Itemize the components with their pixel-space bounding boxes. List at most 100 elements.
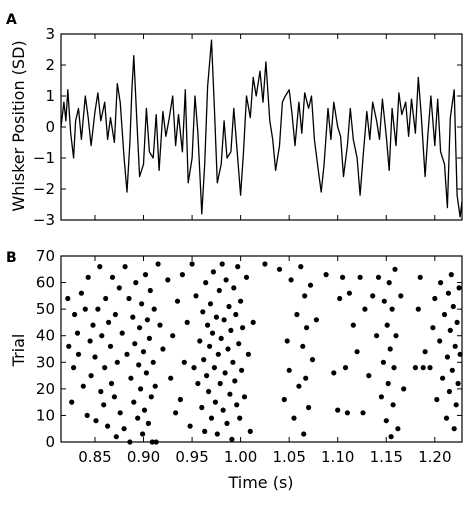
spike-point (296, 383, 302, 389)
panel-a-axes-frame (60, 33, 463, 221)
spike-point (204, 373, 210, 379)
spike-point (113, 434, 119, 440)
panel-b-x-ticks: 0.85 0.90 0.95 1.00 1.05 1.10 1.15 1.20 (78, 256, 452, 466)
spike-point (381, 298, 387, 304)
spike-point (306, 404, 312, 411)
spike-point (82, 306, 88, 312)
spike-point (385, 380, 391, 387)
spike-point (130, 314, 136, 320)
panel-b-x-tick-label: 0.95 (175, 448, 208, 466)
panel-b-x-tick-label: 0.85 (78, 448, 111, 466)
spike-point (72, 311, 78, 318)
spike-point (102, 365, 108, 371)
spike-point (173, 410, 179, 416)
spike-point (276, 266, 283, 272)
spike-point (323, 272, 329, 278)
spike-point (114, 359, 120, 365)
spike-point (145, 420, 151, 426)
panel-b-letter: B (6, 250, 17, 266)
spike-point (392, 266, 398, 272)
spike-point (455, 380, 461, 387)
spike-point (119, 330, 125, 336)
spike-point (366, 373, 372, 379)
spike-point (211, 365, 217, 371)
spike-point (144, 317, 150, 323)
spike-point (116, 285, 122, 291)
spike-point (212, 399, 218, 405)
spike-point (228, 327, 234, 333)
spike-point (209, 330, 216, 336)
spike-point (203, 280, 209, 286)
spike-point (412, 365, 418, 371)
panel-a-letter: A (6, 12, 17, 28)
panel-b-y-axis-label: Trial (9, 334, 28, 368)
spike-point (206, 388, 212, 395)
spike-point (446, 388, 452, 395)
spike-point (191, 365, 197, 371)
spike-point (87, 338, 93, 344)
spike-point (88, 373, 94, 379)
spike-point (346, 290, 352, 296)
spike-point (235, 264, 241, 270)
spike-point (225, 346, 231, 352)
spike-point (218, 335, 224, 341)
panel-a-y-tick-label: −1 (33, 149, 55, 167)
panel-a-whisker-position: A Whisker Position (SD) −3 −2 −1 0 1 2 3 (6, 12, 463, 229)
spike-point (103, 295, 109, 302)
spike-point (238, 298, 244, 304)
spike-point (128, 375, 134, 381)
spike-point (150, 359, 156, 365)
spike-point (357, 274, 363, 280)
spike-point (75, 351, 82, 357)
spike-point (422, 349, 428, 355)
spike-point (157, 322, 163, 328)
spike-point (133, 280, 139, 286)
spike-point (432, 295, 438, 302)
spike-point (337, 295, 343, 302)
spike-point (223, 277, 229, 283)
spike-point (391, 365, 397, 371)
spike-point (177, 396, 183, 403)
spike-point (447, 327, 453, 333)
spike-point (139, 301, 145, 307)
panel-a-x-ticks (94, 34, 436, 220)
spike-point (108, 380, 115, 387)
panel-a-y-tick-label: −2 (33, 180, 55, 198)
spike-point (221, 317, 227, 323)
spike-point (294, 311, 300, 318)
spike-point (136, 362, 142, 368)
spike-point (237, 415, 243, 421)
spike-point (380, 359, 386, 365)
spike-point (232, 378, 238, 384)
spike-point (78, 290, 84, 296)
panel-b-y-tick-label: 0 (45, 433, 55, 451)
spike-point (226, 303, 232, 310)
spike-point (174, 298, 181, 304)
spike-point (378, 394, 384, 400)
panel-b-y-ticks: 0 10 20 30 40 50 60 70 (36, 247, 462, 451)
spike-point (208, 415, 215, 421)
spike-point (231, 285, 237, 291)
spike-point (220, 407, 226, 413)
spike-point (241, 394, 248, 400)
spike-point (66, 343, 72, 349)
spike-point (148, 394, 154, 400)
spike-point (197, 338, 203, 344)
spike-point (430, 325, 436, 331)
spike-point (222, 370, 228, 376)
spike-point (95, 306, 101, 312)
spike-point (227, 391, 233, 397)
spike-point (448, 272, 454, 278)
spike-point (132, 341, 138, 347)
panel-b-axes-frame (60, 255, 463, 443)
spike-point (374, 333, 380, 339)
spike-point (434, 396, 440, 403)
panel-b-x-axis-label: Time (s) (227, 473, 293, 492)
spike-point (415, 306, 421, 312)
spike-point (97, 264, 103, 270)
spike-point (370, 293, 376, 299)
spike-point (443, 415, 450, 421)
spike-point (152, 383, 158, 389)
spike-point (438, 280, 444, 286)
